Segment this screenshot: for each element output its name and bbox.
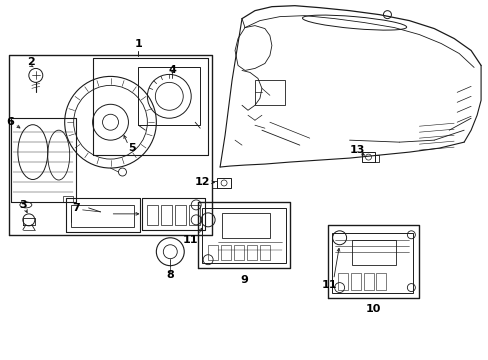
Bar: [62, 196, 73, 202]
Text: 2: 2: [27, 58, 35, 67]
Text: 3: 3: [19, 200, 27, 210]
Text: 13: 13: [349, 145, 365, 155]
Bar: [221, 245, 230, 260]
Bar: [175, 205, 186, 225]
Bar: [260, 245, 269, 260]
Bar: [208, 245, 218, 260]
Text: 9: 9: [240, 275, 247, 285]
Bar: [246, 245, 256, 260]
Text: 6: 6: [6, 117, 14, 127]
Bar: [254, 80, 285, 105]
Bar: [189, 205, 200, 225]
Bar: [71, 205, 134, 227]
Bar: [337, 273, 347, 289]
Bar: [147, 205, 158, 225]
Text: 5: 5: [128, 143, 136, 153]
Bar: [202, 208, 285, 263]
Bar: [234, 245, 244, 260]
Text: 7: 7: [72, 203, 80, 213]
Bar: [361, 152, 375, 162]
Bar: [217, 178, 230, 188]
Text: 12: 12: [194, 177, 209, 187]
Bar: [331, 233, 412, 293]
Bar: [222, 213, 269, 238]
Bar: [350, 273, 360, 289]
Text: 11: 11: [321, 280, 337, 289]
Bar: [138, 67, 200, 125]
Text: 4: 4: [168, 66, 176, 76]
Bar: [351, 240, 396, 265]
Bar: [376, 273, 386, 289]
Text: 1: 1: [134, 39, 142, 49]
Text: 8: 8: [166, 270, 174, 280]
Text: 11: 11: [182, 235, 198, 245]
Bar: [363, 273, 373, 289]
Bar: [161, 205, 172, 225]
Text: 10: 10: [365, 305, 381, 315]
